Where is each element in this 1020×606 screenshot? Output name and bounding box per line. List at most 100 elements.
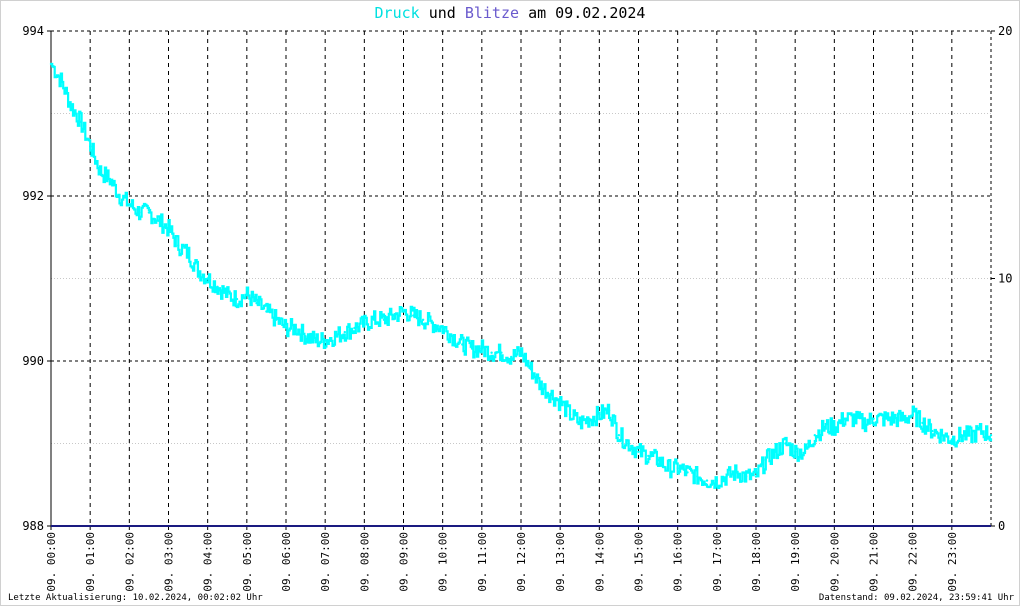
druck-point-44 [480,347,483,350]
druck-point-9 [137,211,141,214]
x-tick-label-2: 09. 02:00 [123,532,136,592]
x-tick-label-5: 09. 05:00 [241,532,254,592]
druck-point-14 [186,252,190,255]
druck-point-5 [98,170,102,173]
x-tick-label-13: 09. 13:00 [554,532,567,592]
druck-point-86 [891,417,895,420]
druck-point-50 [539,384,542,387]
druck-point-3 [79,120,82,124]
druck-point-29 [333,335,337,338]
druck-point-27 [314,339,317,342]
druck-point-59 [627,442,630,445]
druck-point-37 [412,314,415,317]
druck-point-47 [510,355,513,359]
left-tick-label-3: 994 [22,24,44,38]
druck-point-30 [343,330,346,334]
druck-point-18 [226,293,229,297]
druck-point-11 [157,219,160,222]
druck-point-2 [69,104,72,107]
title-word-druck: Druck [374,4,420,22]
druck-point-31 [353,326,356,330]
druck-point-65 [686,471,689,474]
druck-point-16 [206,277,209,280]
druck-point-40 [441,326,444,330]
right-tick-label-1: 10 [998,272,1012,286]
x-tick-label-4: 09. 04:00 [202,532,215,592]
left-tick-label-1: 990 [22,354,44,368]
druck-point-25 [294,326,297,330]
druck-point-80 [833,425,836,429]
druck-point-22 [265,310,268,313]
druck-point-32 [363,322,366,326]
druck-point-19 [235,297,239,301]
x-tick-label-16: 09. 16:00 [672,532,685,592]
x-tick-label-7: 09. 07:00 [319,532,332,592]
x-tick-label-22: 09. 22:00 [907,532,920,592]
footer-data-status: Datenstand: 09.02.2024, 23:59:41 Uhr [818,593,1014,603]
x-tick-label-3: 09. 03:00 [163,532,176,592]
druck-point-88 [911,413,914,416]
right-tick-label-2: 20 [998,24,1012,38]
x-tick-label-14: 09. 14:00 [593,532,606,592]
x-tick-label-17: 09. 17:00 [711,532,724,592]
druck-point-24 [284,326,288,330]
druck-point-45 [490,351,493,354]
druck-point-69 [725,475,728,478]
druck-point-33 [372,318,376,321]
druck-point-39 [431,322,435,326]
x-tick-label-8: 09. 08:00 [358,532,371,592]
druck-point-36 [402,310,405,313]
title-date: am 09.02.2024 [528,4,646,22]
druck-point-89 [921,421,924,425]
druck-point-15 [196,269,200,272]
druck-point-10 [147,211,151,214]
druck-point-46 [500,351,503,354]
druck-point-1 [59,79,62,82]
druck-point-23 [275,318,278,321]
druck-point-74 [774,450,777,453]
druck-point-28 [324,339,327,342]
druck-point-79 [823,425,826,429]
left-tick-label-2: 992 [22,189,44,203]
druck-point-94 [970,434,973,437]
druck-point-13 [177,244,180,247]
druck-point-41 [451,335,454,338]
x-tick-label-20: 09. 20:00 [828,532,841,592]
druck-point-42 [461,343,464,346]
druck-point-70 [735,471,738,474]
druck-point-8 [128,203,131,206]
left-tick-label-0: 988 [22,519,44,533]
druck-point-51 [549,392,552,396]
druck-point-61 [647,454,650,458]
druck-point-43 [470,347,474,350]
druck-point-85 [882,417,885,420]
x-tick-label-1: 09. 01:00 [84,532,97,592]
druck-point-68 [715,479,718,482]
druck-point-73 [764,458,767,462]
druck-point-0 [49,62,53,66]
druck-point-52 [559,401,562,404]
chart-title: Druck und Blitze am 09.02.2024 [0,4,1020,22]
druck-point-78 [813,434,816,437]
druck-point-17 [216,285,219,288]
druck-point-75 [784,442,787,445]
footer-last-update: Letzte Aktualisierung: 10.02.2024, 00:02… [8,593,263,603]
druck-point-12 [167,227,170,231]
druck-point-60 [637,450,640,453]
x-tick-label-11: 09. 11:00 [476,532,489,592]
druck-point-63 [666,467,670,470]
druck-point-64 [676,467,679,470]
druck-point-72 [754,475,758,478]
series-line-druck [51,62,993,489]
x-tick-label-19: 09. 19:00 [789,532,802,592]
druck-point-87 [901,417,905,420]
x-tick-label-23: 09. 23:00 [946,532,959,592]
druck-point-35 [392,314,395,317]
title-word-und: und [428,4,456,22]
x-tick-label-12: 09. 12:00 [515,532,528,592]
druck-point-49 [529,368,532,371]
x-tick-label-9: 09. 09:00 [398,532,411,592]
druck-point-20 [245,293,248,297]
druck-point-4 [89,145,92,148]
